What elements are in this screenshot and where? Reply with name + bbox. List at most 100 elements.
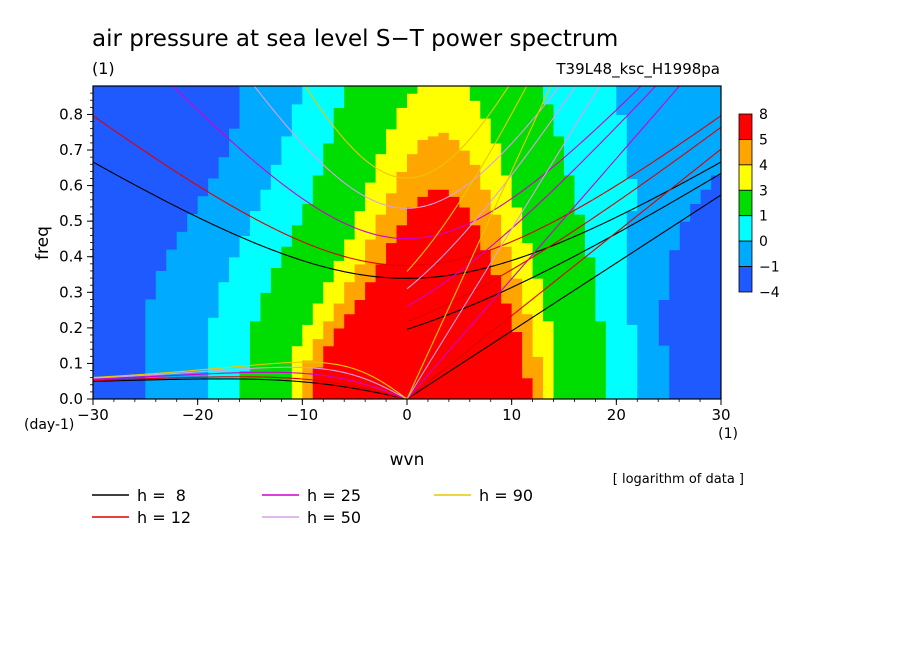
field-cell [480, 288, 492, 293]
field-cell [260, 288, 272, 293]
field-cell [354, 189, 366, 194]
field-cell [647, 125, 659, 130]
field-cell [564, 157, 576, 162]
field-cell [480, 182, 492, 187]
field-cell [448, 167, 460, 172]
field-cell [700, 178, 712, 183]
field-cell [333, 288, 345, 293]
field-cell [459, 146, 471, 151]
field-cell [375, 306, 387, 311]
field-cell [574, 381, 586, 386]
field-cell [155, 331, 167, 336]
field-cell [176, 342, 188, 347]
field-cell [564, 178, 576, 183]
field-cell [532, 281, 544, 286]
field-cell [333, 263, 345, 268]
field-cell [459, 352, 471, 357]
field-cell [543, 203, 555, 208]
field-cell [312, 395, 324, 399]
dispersion-curve [406, 172, 721, 330]
field-cell [239, 381, 251, 386]
field-cell [616, 249, 628, 254]
field-cell [448, 146, 460, 151]
field-cell [427, 182, 439, 187]
field-cell [229, 352, 241, 357]
field-cell [626, 327, 638, 333]
field-cell [239, 317, 251, 322]
field-cell [396, 103, 408, 108]
field-cell [522, 288, 534, 293]
field-cell [166, 302, 178, 308]
field-cell [647, 182, 659, 187]
field-cell [532, 384, 544, 389]
field-cell [700, 93, 712, 98]
field-cell [427, 150, 439, 155]
field-cell [595, 139, 607, 144]
field-cell [407, 157, 419, 162]
field-cell [375, 206, 387, 212]
field-cell [616, 210, 628, 215]
field-cell [208, 363, 220, 368]
field-cell [396, 313, 408, 318]
log-note: [ logarithm of data ] [613, 472, 744, 487]
field-cell [637, 192, 649, 197]
field-cell [459, 349, 471, 354]
field-cell [176, 242, 188, 247]
field-cell [375, 231, 387, 236]
field-cell [312, 299, 324, 304]
field-cell [145, 302, 157, 308]
field-cell [323, 267, 335, 272]
field-cell [605, 260, 617, 265]
field-cell [417, 359, 429, 365]
field-cell [668, 139, 680, 144]
field-cell [417, 366, 429, 372]
field-cell [250, 132, 262, 137]
field-cell [584, 174, 596, 180]
field-cell [459, 310, 471, 315]
field-cell [260, 235, 272, 240]
field-cell [647, 274, 659, 279]
field-cell [333, 139, 345, 144]
field-cell [532, 299, 544, 304]
field-cell [626, 395, 638, 399]
field-cell [396, 391, 408, 397]
field-cell [145, 370, 157, 375]
field-cell [239, 256, 251, 261]
field-cell [386, 320, 398, 325]
field-cell [605, 359, 617, 365]
field-cell [166, 356, 178, 361]
field-cell [291, 317, 303, 322]
field-cell [574, 214, 586, 219]
field-cell [407, 395, 419, 399]
field-cell [438, 256, 450, 261]
field-cell [365, 334, 377, 340]
field-cell [553, 235, 565, 240]
field-cell [270, 327, 282, 333]
field-cell [344, 278, 356, 283]
field-cell [595, 164, 607, 169]
field-cell [658, 203, 670, 208]
field-cell [574, 256, 586, 261]
field-cell [574, 150, 586, 155]
field-cell [595, 370, 607, 375]
field-cell [176, 338, 188, 343]
field-cell [250, 292, 262, 297]
field-cell [605, 231, 617, 236]
field-cell [605, 164, 617, 169]
field-cell [239, 263, 251, 268]
field-cell [501, 107, 513, 112]
field-cell [605, 178, 617, 183]
field-cell [595, 384, 607, 389]
field-cell [270, 93, 282, 98]
field-cell [584, 86, 596, 91]
field-cell [365, 164, 377, 169]
field-cell [333, 107, 345, 112]
field-cell [312, 93, 324, 98]
field-cell [584, 334, 596, 340]
field-cell [270, 100, 282, 105]
field-cell [438, 217, 450, 222]
field-cell [333, 327, 345, 333]
field-cell [417, 320, 429, 325]
field-cell [417, 246, 429, 251]
field-cell [553, 260, 565, 265]
